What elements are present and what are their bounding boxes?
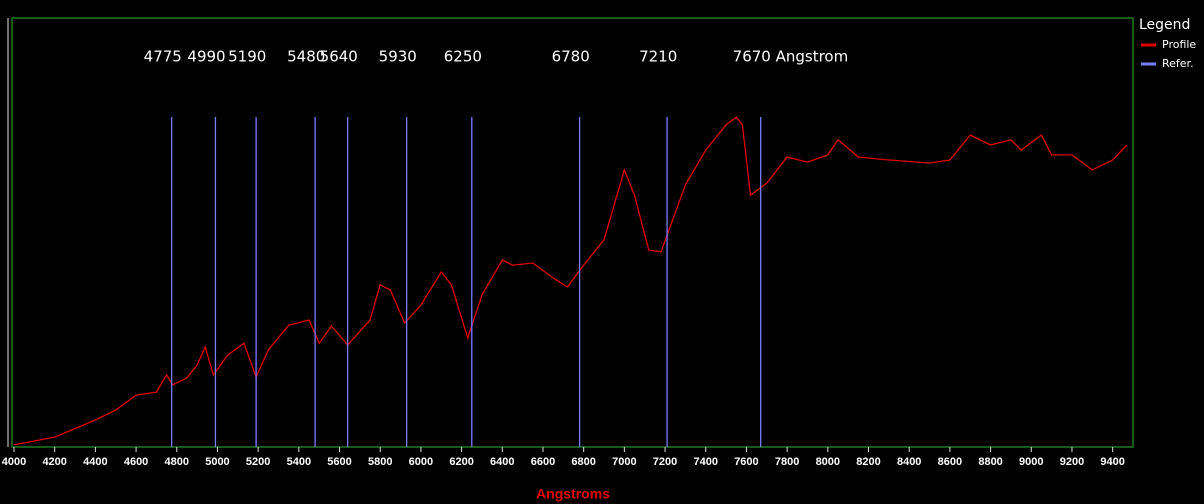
x-tick-label: 8400 xyxy=(897,456,921,468)
reference-label: 6780 xyxy=(552,48,590,66)
x-tick-label: 4600 xyxy=(124,456,148,468)
profile-line xyxy=(13,116,1128,446)
reference-label: 7210 xyxy=(639,48,677,66)
x-tick-label: 8200 xyxy=(856,456,880,468)
x-tick-label: 6200 xyxy=(449,456,473,468)
x-tick-label: 4800 xyxy=(165,456,189,468)
x-tick-label: 9400 xyxy=(1100,456,1124,468)
x-tick-label: 5400 xyxy=(287,456,311,468)
x-axis-title: Angstroms xyxy=(536,486,610,502)
legend-title: Legend xyxy=(1139,17,1190,33)
reference-label: 5480 xyxy=(287,48,325,66)
reference-label: 7670 Angstrom xyxy=(733,48,849,66)
x-tick-label: 6400 xyxy=(490,456,514,468)
reference-label: 5190 xyxy=(228,48,266,66)
reference-label: 5930 xyxy=(379,48,417,66)
plot-border xyxy=(11,17,1134,448)
x-tick-label: 7400 xyxy=(694,456,718,468)
x-tick-label: 7800 xyxy=(775,456,799,468)
reference-label: 5640 xyxy=(320,48,358,66)
x-tick-label: 4400 xyxy=(83,456,107,468)
legend-label: Refer. xyxy=(1162,57,1194,70)
legend-label: Profile xyxy=(1162,38,1196,51)
x-tick-label: 9000 xyxy=(1019,456,1043,468)
reference-label: 4990 xyxy=(187,48,225,66)
x-tick-label: 5800 xyxy=(368,456,392,468)
x-tick-label: 7200 xyxy=(653,456,677,468)
x-tick-label: 8800 xyxy=(978,456,1002,468)
x-tick-label: 7600 xyxy=(734,456,758,468)
x-tick-label: 4000 xyxy=(2,456,26,468)
x-tick-label: 7000 xyxy=(612,456,636,468)
x-tick-label: 4200 xyxy=(42,456,66,468)
x-tick-label: 6600 xyxy=(531,456,555,468)
x-tick-label: 5200 xyxy=(246,456,270,468)
x-tick-label: 5000 xyxy=(205,456,229,468)
x-tick-label: 6800 xyxy=(571,456,595,468)
x-tick-label: 9200 xyxy=(1060,456,1084,468)
x-tick-label: 5600 xyxy=(327,456,351,468)
x-tick-label: 8000 xyxy=(816,456,840,468)
reference-label: 6250 xyxy=(444,48,482,66)
x-tick-label: 8600 xyxy=(938,456,962,468)
x-tick-label: 6000 xyxy=(409,456,433,468)
reference-label: 4775 xyxy=(144,48,182,66)
